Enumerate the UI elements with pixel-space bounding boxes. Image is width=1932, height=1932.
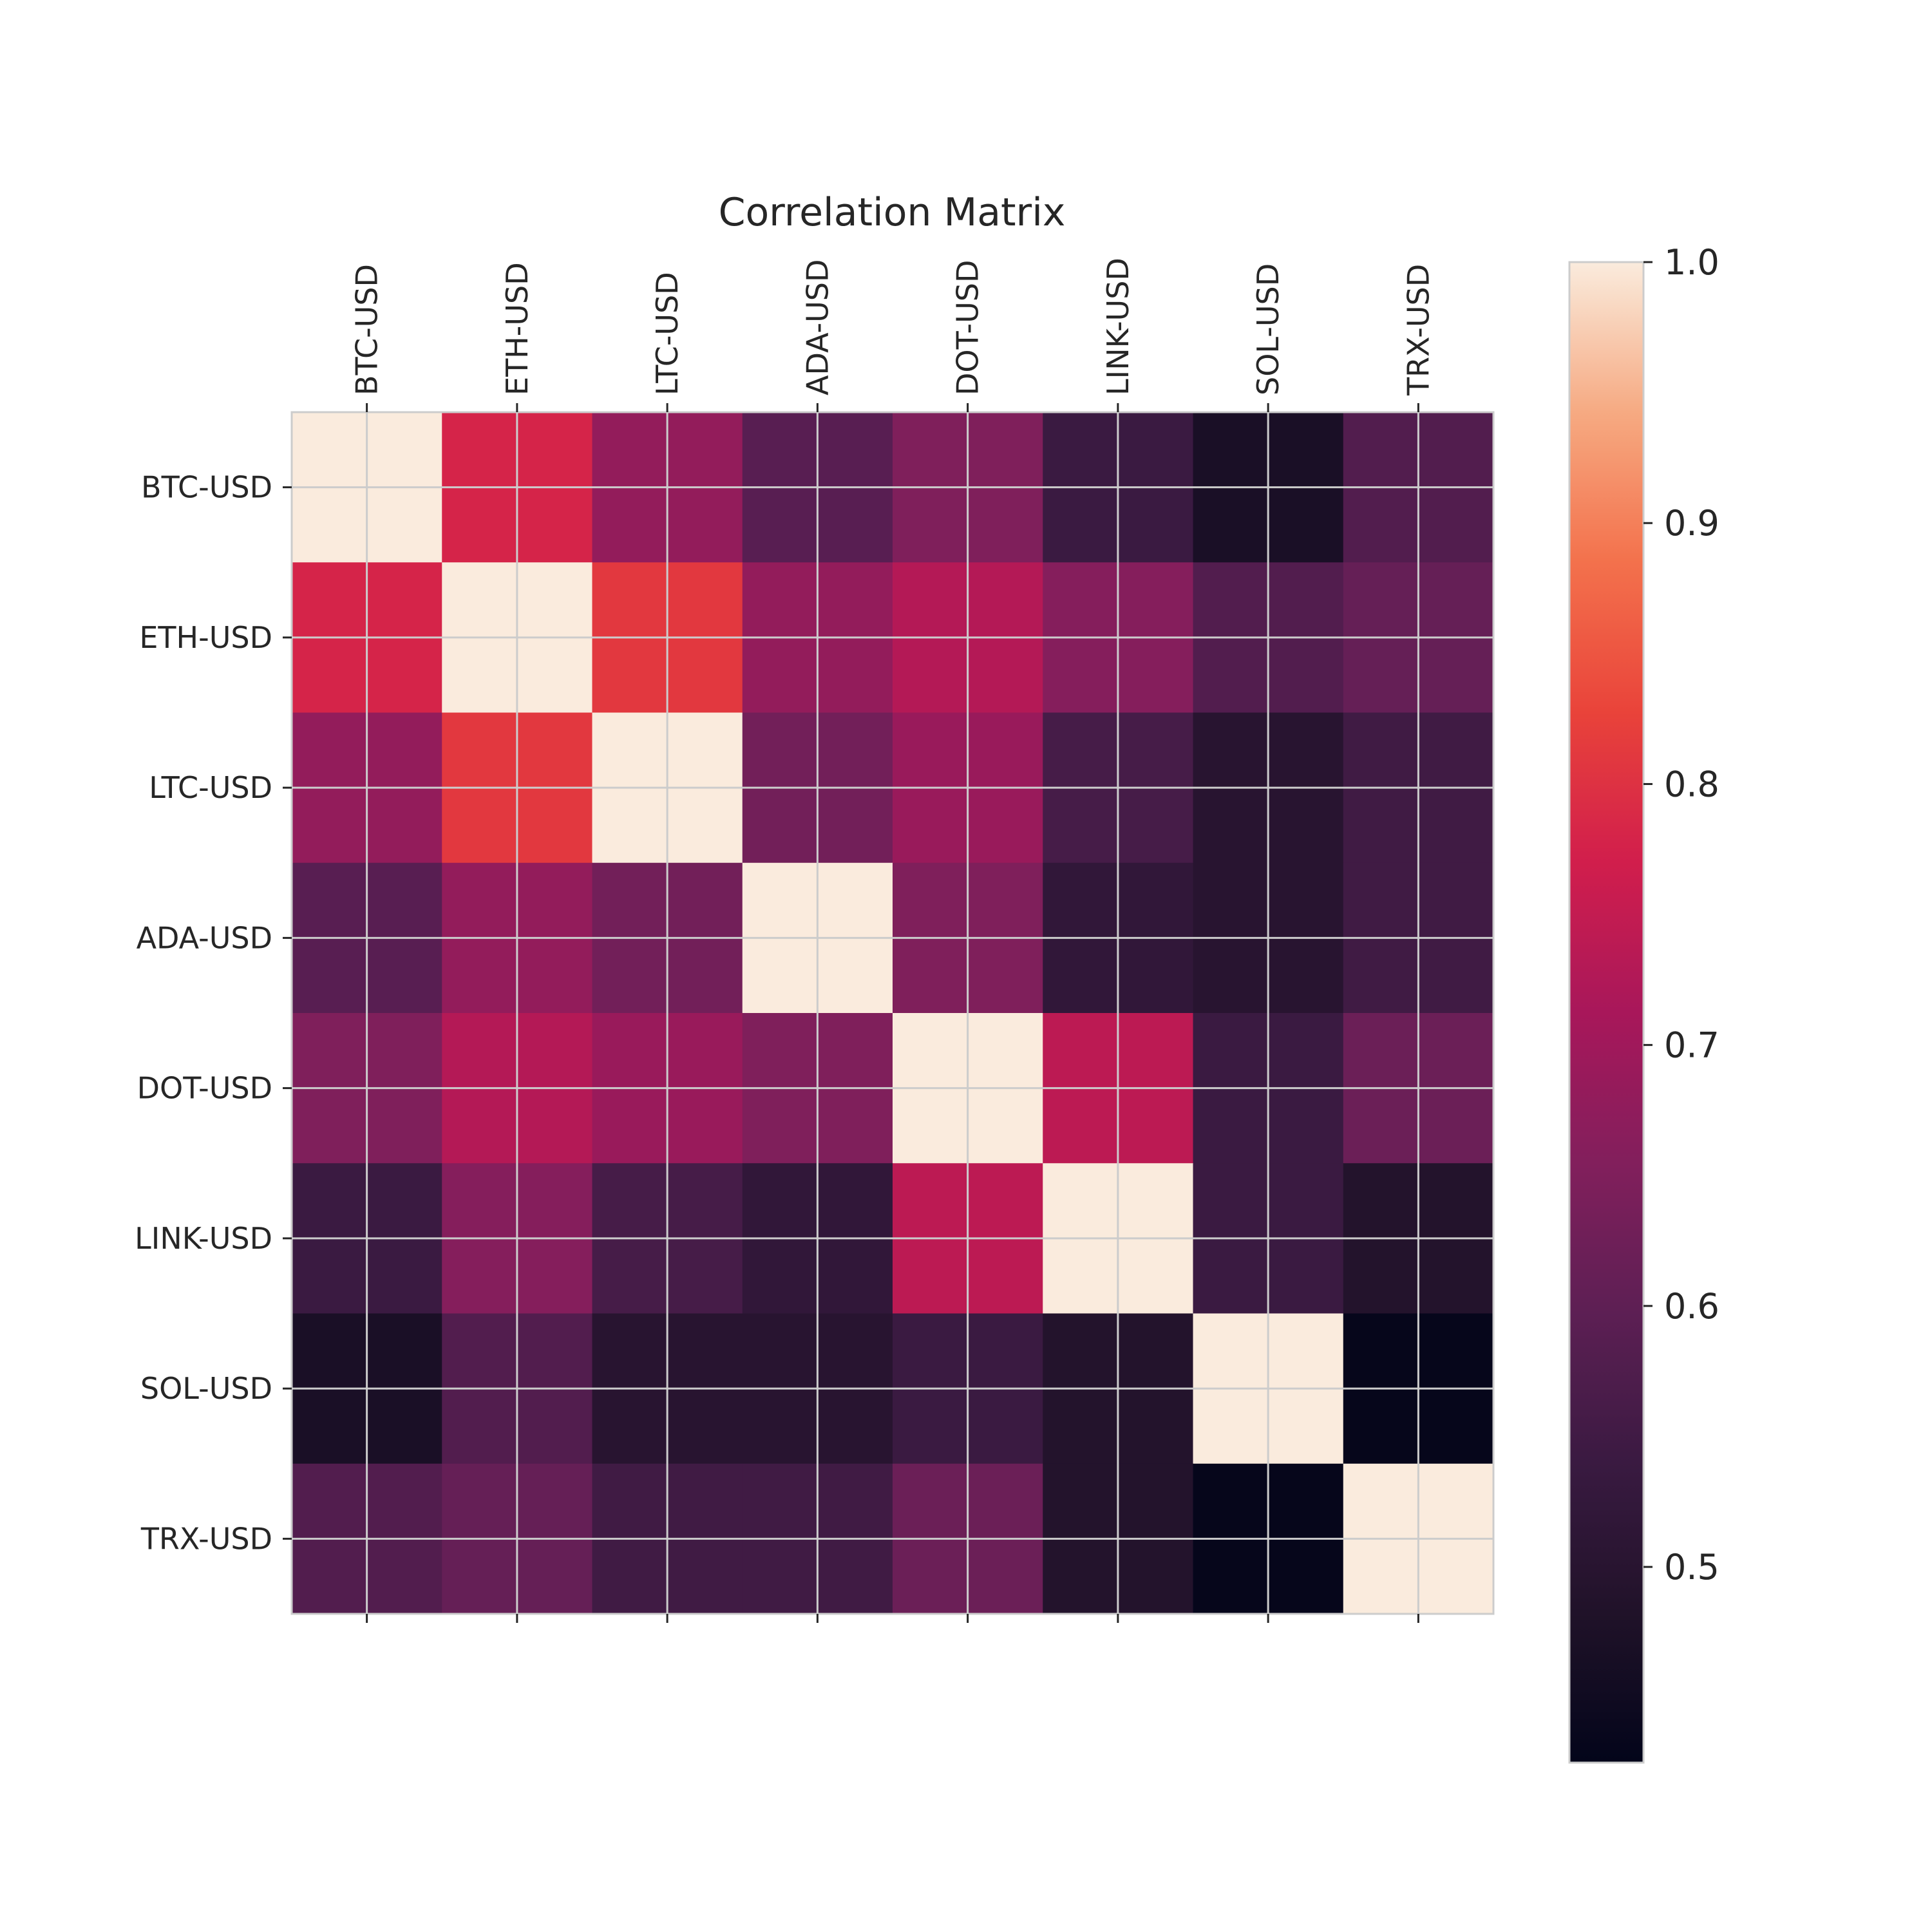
colorbar-gradient — [1568, 261, 1645, 1764]
colorbar-tick-label: 0.6 — [1664, 1286, 1719, 1327]
y-tick-label: TRX-USD — [140, 1521, 272, 1556]
heatmap-grid — [292, 412, 1493, 1614]
y-tick-label: LTC-USD — [149, 770, 272, 805]
colorbar-tick-label: 0.5 — [1664, 1547, 1719, 1587]
y-tick-label: ETH-USD — [139, 620, 272, 655]
x-tick-label: DOT-USD — [951, 260, 985, 395]
x-tick-label: ETH-USD — [500, 262, 535, 395]
y-tick-label: LINK-USD — [135, 1221, 272, 1256]
colorbar-tick-label: 1.0 — [1664, 242, 1719, 283]
x-tick-label: SOL-USD — [1251, 263, 1285, 395]
colorbar-tick-label: 0.9 — [1664, 503, 1719, 544]
y-tick-label: DOT-USD — [137, 1071, 272, 1106]
colorbar-tick-label: 0.7 — [1664, 1025, 1719, 1066]
colorbar-tick-label: 0.8 — [1664, 764, 1719, 804]
x-tick-label: TRX-USD — [1401, 264, 1435, 396]
x-tick-label: BTC-USD — [350, 264, 384, 395]
colorbar: 0.5 0.6 0.7 0.8 0.9 1.0 — [1568, 242, 1719, 1764]
y-tick-label: BTC-USD — [141, 470, 272, 505]
x-tick-label: ADA-USD — [800, 260, 835, 395]
x-tick-label: LINK-USD — [1101, 258, 1135, 395]
heatmap-cells — [292, 412, 1494, 1615]
x-tick-label: LTC-USD — [650, 272, 685, 395]
y-tick-label: ADA-USD — [137, 920, 272, 955]
chart-title: Correlation Matrix — [719, 190, 1066, 235]
x-axis-ticks: BTC-USD ETH-USD LTC-USD ADA-USD DOT-USD LINK-… — [350, 258, 1435, 1623]
y-axis-ticks: BTC-USD ETH-USD LTC-USD ADA-USD DOT-USD LINK-… — [135, 470, 292, 1556]
y-tick-label: SOL-USD — [140, 1371, 272, 1406]
plot-frame — [290, 411, 1495, 1615]
